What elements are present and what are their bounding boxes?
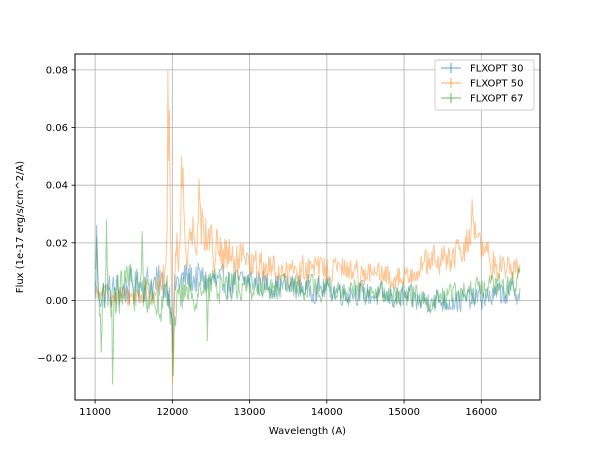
series-layer <box>94 69 521 385</box>
x-tick-label: 15000 <box>388 407 420 418</box>
x-tick-label: 12000 <box>156 407 188 418</box>
y-tick-label: 0.00 <box>46 296 68 307</box>
series-line-flxopt-2 <box>94 219 521 385</box>
y-tick-label: −0.02 <box>37 354 68 365</box>
x-tick-label: 13000 <box>234 407 266 418</box>
series-line-flxopt-1 <box>94 69 521 385</box>
legend-label: FLXOPT 30 <box>470 64 523 75</box>
legend-label: FLXOPT 50 <box>470 79 523 90</box>
y-axis-label: Flux (1e-17 erg/s/cm^2/A) <box>15 161 26 293</box>
y-tick-label: 0.04 <box>46 181 68 192</box>
grid <box>75 54 540 400</box>
ticks: 11000 12000 13000 14000 15000 16000 −0.02 0.00 0… <box>37 65 497 418</box>
y-tick-label: 0.02 <box>46 238 68 249</box>
x-tick-label: 11000 <box>79 407 111 418</box>
y-tick-label: 0.06 <box>46 123 68 134</box>
x-tick-label: 16000 <box>465 407 497 418</box>
legend-label: FLXOPT 67 <box>470 94 523 105</box>
x-tick-label: 14000 <box>311 407 343 418</box>
plot-frame <box>74 53 541 401</box>
x-axis-label: Wavelength (A) <box>269 426 346 437</box>
y-tick-label: 0.08 <box>46 65 68 76</box>
series-line-flxopt-0 <box>94 225 521 353</box>
legend: FLXOPT 30 FLXOPT 50 FLXOPT 67 <box>434 59 535 111</box>
